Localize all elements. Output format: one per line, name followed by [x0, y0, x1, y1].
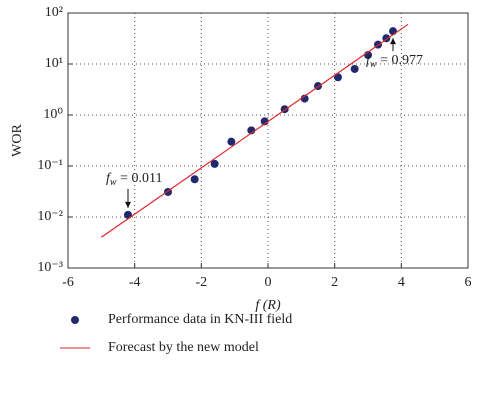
data-point: [334, 73, 342, 82]
data-point: [227, 137, 236, 146]
data-point: [260, 117, 269, 126]
annotation-symbol: f: [366, 53, 372, 68]
arrow-head: [125, 201, 131, 208]
legend-marker: [71, 316, 79, 324]
x-tick-label: 4: [398, 275, 405, 290]
x-tick-label: -6: [62, 275, 74, 290]
annotation-symbol: f: [106, 171, 112, 186]
legend-label: Forecast by the new model: [108, 340, 259, 355]
annotation: fw = 0.977: [366, 53, 423, 70]
y-axis-label: WOR: [10, 124, 25, 157]
y-tick-label: 10²: [45, 5, 63, 20]
x-axis-label: f (R): [255, 298, 281, 313]
data-point: [300, 94, 309, 103]
x-tick-label: 2: [331, 275, 338, 290]
y-tick-label: 10⁻¹: [37, 158, 63, 173]
data-point: [350, 64, 359, 73]
data-point: [190, 175, 199, 184]
arrow-head: [390, 38, 396, 45]
annotation-text: = 0.977: [377, 53, 423, 68]
annotation: fw = 0.011: [106, 171, 162, 188]
forecast-line: [100, 23, 409, 238]
annotation-sub: w: [110, 177, 117, 188]
y-tick-label: 10⁻³: [37, 260, 63, 275]
y-tick-label: 10⁻²: [37, 209, 63, 224]
x-tick-label: 0: [265, 275, 272, 290]
data-point: [124, 210, 132, 219]
y-tick-label: 10⁰: [43, 107, 63, 122]
plot-frame: [67, 12, 469, 269]
annotation-sub: w: [370, 59, 377, 70]
y-tick-label: 10¹: [45, 56, 63, 71]
annotation-text: = 0.011: [117, 171, 163, 186]
data-point: [389, 27, 397, 36]
x-tick-label: -2: [195, 275, 207, 290]
data-point: [210, 159, 219, 168]
legend-label: Performance data in KN-III field: [108, 312, 292, 327]
x-tick-label: -4: [129, 275, 141, 290]
x-tick-label: 6: [465, 275, 472, 290]
